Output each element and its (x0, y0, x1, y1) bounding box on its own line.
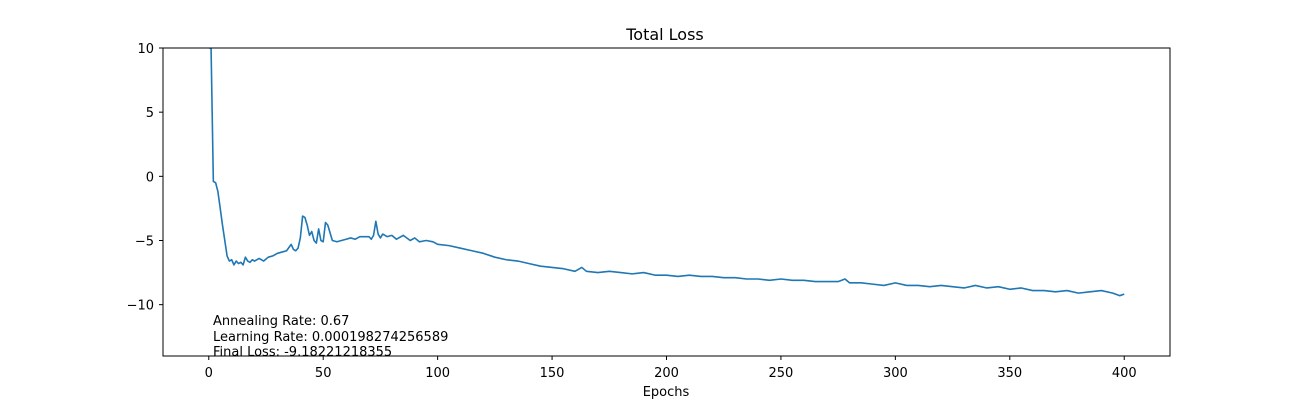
y-tick-label: −10 (127, 299, 154, 314)
y-tick-label: 5 (146, 106, 154, 121)
x-tick-label: 400 (1112, 366, 1137, 381)
x-tick-label: 0 (205, 366, 213, 381)
loss-series-line (208, 48, 1125, 297)
series-layer (208, 48, 1125, 297)
x-tick-label: 100 (425, 366, 450, 381)
x-axis: 0 50 100 150 200 250 300 350 400 (205, 356, 1137, 381)
y-tick-label: −5 (135, 235, 154, 250)
learning-rate-annotation: Learning Rate: 0.000198274256589 (213, 330, 448, 345)
x-tick-label: 50 (315, 366, 332, 381)
y-axis: 10 5 0 −5 −10 (127, 42, 163, 314)
x-tick-label: 350 (997, 366, 1022, 381)
x-tick-label: 250 (769, 366, 794, 381)
y-tick-label: 0 (146, 170, 154, 185)
x-tick-label: 150 (540, 366, 565, 381)
x-tick-label: 300 (883, 366, 908, 381)
final-loss-annotation: Final Loss: -9.18221218355 (213, 345, 392, 360)
annealing-rate-annotation: Annealing Rate: 0.67 (213, 314, 349, 329)
y-tick-label: 10 (137, 42, 154, 57)
x-axis-label: Epochs (643, 385, 690, 400)
chart-title: Total Loss (625, 25, 704, 44)
x-tick-label: 200 (654, 366, 679, 381)
